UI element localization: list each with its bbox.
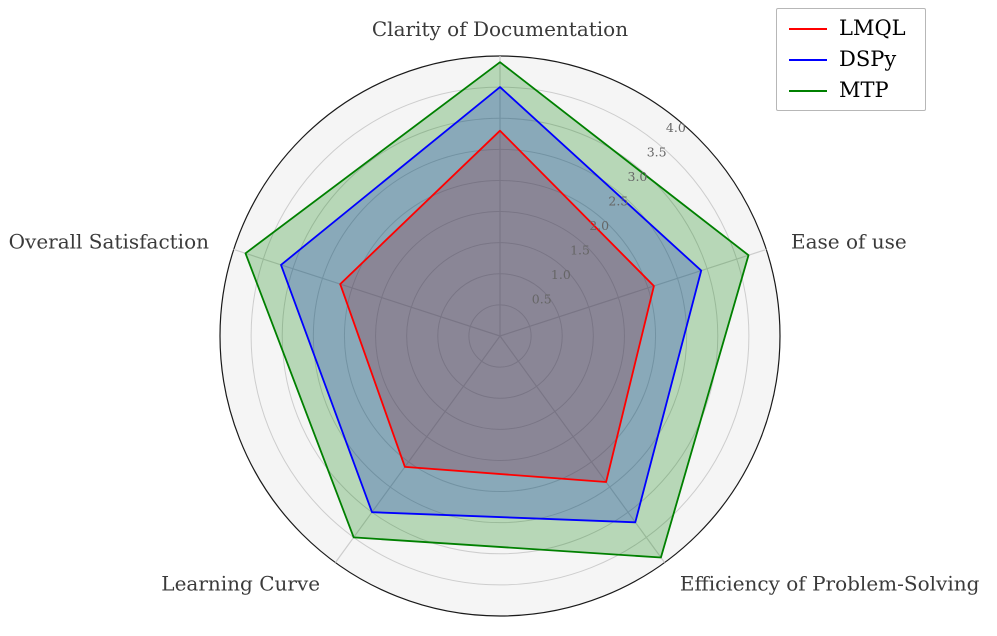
radial-tick-label: 3.0 <box>628 169 648 184</box>
category-label: Ease of use <box>791 229 907 253</box>
axis-spoke <box>334 335 501 563</box>
series-lmql-outline <box>339 129 655 483</box>
category-label: Efficiency of Problem-Solving <box>680 572 980 596</box>
radial-tick-label: 2.5 <box>608 193 628 208</box>
radial-tick-label: 3.5 <box>647 144 667 159</box>
legend-item-mtp: MTP <box>789 80 913 101</box>
category-label: Learning Curve <box>161 572 320 596</box>
legend: LMQL DSPy MTP <box>776 8 926 111</box>
series-mtp-outline <box>244 61 750 559</box>
legend-label-dspy: DSPy <box>839 47 897 71</box>
legend-label-lmql: LMQL <box>839 16 906 40</box>
radial-tick-label: 1.5 <box>570 242 590 257</box>
mtp-line-swatch <box>789 89 827 92</box>
radial-tick-label: 4.0 <box>666 120 686 135</box>
legend-label-mtp: MTP <box>839 78 889 102</box>
radial-tick-label: 0.5 <box>532 292 552 307</box>
category-label: Overall Satisfaction <box>9 229 209 253</box>
axis-spoke <box>233 248 501 337</box>
series-mtp-fill <box>245 62 749 558</box>
axis-spoke <box>499 248 767 337</box>
legend-item-lmql: LMQL <box>789 18 913 39</box>
lmql-line-swatch <box>789 27 827 30</box>
category-label: Clarity of Documentation <box>372 17 628 41</box>
series-lmql-fill <box>340 130 654 482</box>
series-dspy-outline <box>280 86 703 524</box>
dspy-line-swatch <box>789 58 827 61</box>
axis-spoke <box>499 335 666 563</box>
radial-tick-label: 2.0 <box>589 218 609 233</box>
radial-tick-label: 1.0 <box>551 267 571 282</box>
legend-item-dspy: DSPy <box>789 49 913 70</box>
